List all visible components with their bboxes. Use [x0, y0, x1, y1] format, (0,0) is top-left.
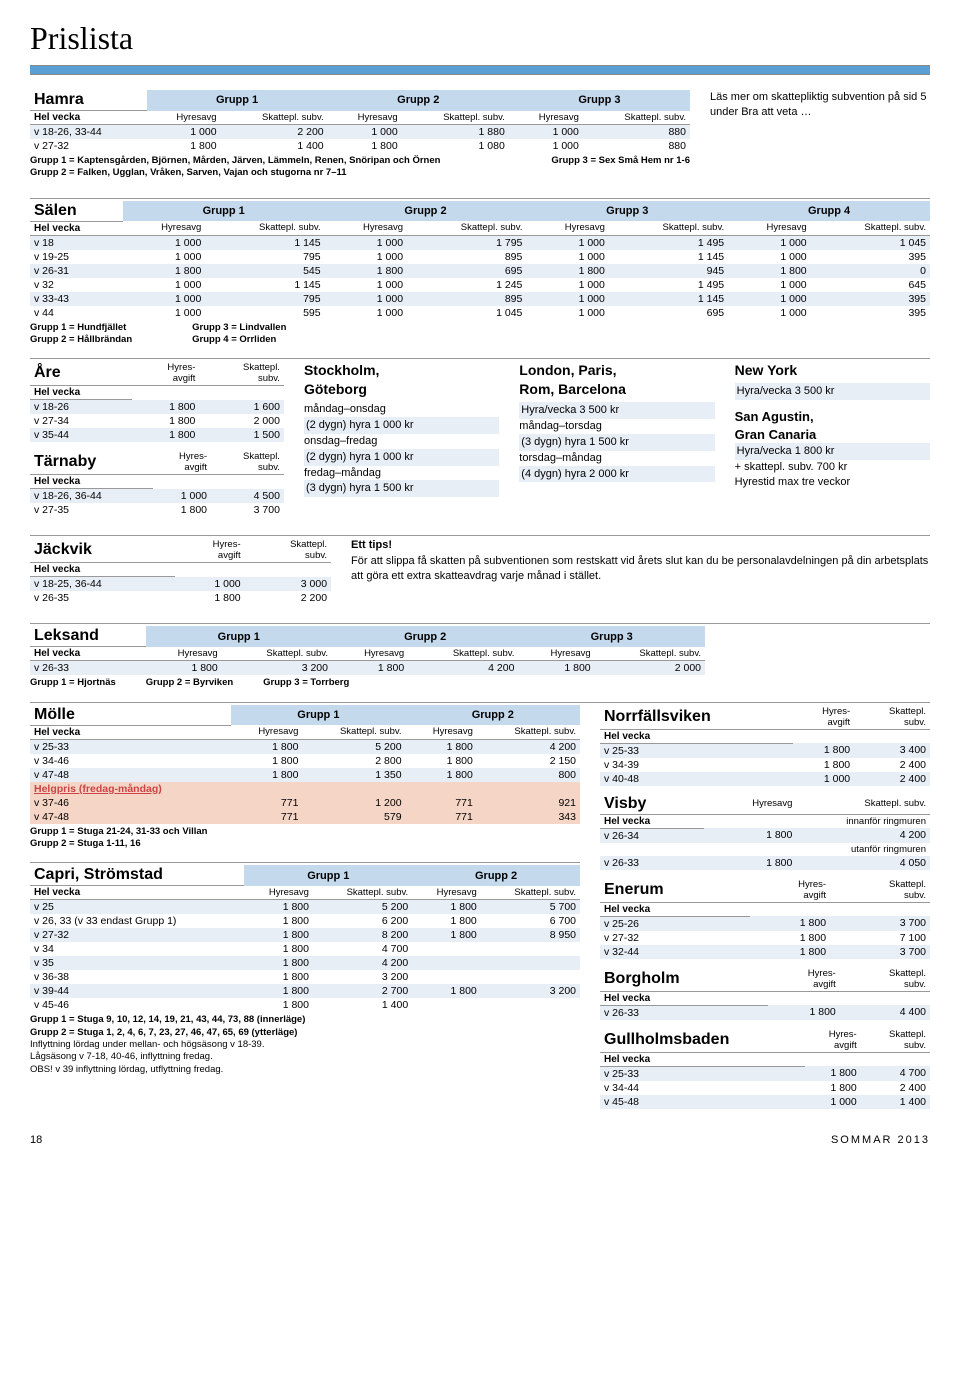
- leksand-table: LeksandGrupp 1Grupp 2Grupp 3 Hel veckaHy…: [30, 626, 705, 675]
- gullholmsbaden-table: GullholmsbadenHyres-avgiftSkattepl.subv.…: [600, 1028, 930, 1109]
- london-box: London, Paris, Rom, Barcelona Hyra/vecka…: [519, 361, 714, 517]
- capri-table: Capri, StrömstadGrupp 1Grupp 2 Hel vecka…: [30, 865, 580, 1012]
- borgholm-table: BorgholmHyres-avgiftSkattepl.subv. Hel v…: [600, 967, 930, 1020]
- salen-notes: Grupp 1 = HundfjälletGrupp 2 = Hållbränd…: [30, 322, 930, 347]
- page-title: Prislista: [30, 20, 930, 57]
- newyork-box: New York Hyra/vecka 3 500 kr San Agustin…: [735, 361, 930, 517]
- norrfallsviken-table: NorrfällsvikenHyres-avgiftSkattepl.subv.…: [600, 705, 930, 786]
- stockholm-box: Stockholm, Göteborg måndag–onsdag(2 dygn…: [304, 361, 499, 517]
- jackvik-table: JäckvikHyres-avgiftSkattepl.subv. Hel ve…: [30, 538, 331, 605]
- are-table: ÅreHyres-avgiftSkattepl.subv. Hel vecka …: [30, 361, 284, 442]
- enerum-table: EnerumHyres-avgiftSkattepl.subv. Hel vec…: [600, 878, 930, 959]
- leksand-notes: Grupp 1 = HjortnäsGrupp 2 = ByrvikenGrup…: [30, 677, 930, 689]
- salen-table: SälenGrupp 1Grupp 2Grupp 3Grupp 4 Hel ve…: [30, 201, 930, 320]
- visby-table: VisbyHyresavgSkattepl. subv. Hel veckain…: [600, 794, 930, 870]
- hamra-notes: Grupp 1 = Kaptensgården, Björnen, Mården…: [30, 155, 690, 180]
- page-footer: 18SOMMAR 2013: [30, 1134, 930, 1146]
- tip-box: Ett tips!För att slippa få skatten på su…: [351, 538, 930, 605]
- tarnaby-table: TärnabyHyres-avgiftSkattepl.subv. Hel ve…: [30, 450, 284, 517]
- top-bar: [30, 65, 930, 75]
- molle-table: MölleGrupp 1Grupp 2 Hel veckaHyresavgSka…: [30, 705, 580, 824]
- hamra-table: HamraGrupp 1Grupp 2Grupp 3 Hel veckaHyre…: [30, 90, 690, 153]
- read-more-box: Läs mer om skattepliktig subvention på s…: [710, 90, 930, 180]
